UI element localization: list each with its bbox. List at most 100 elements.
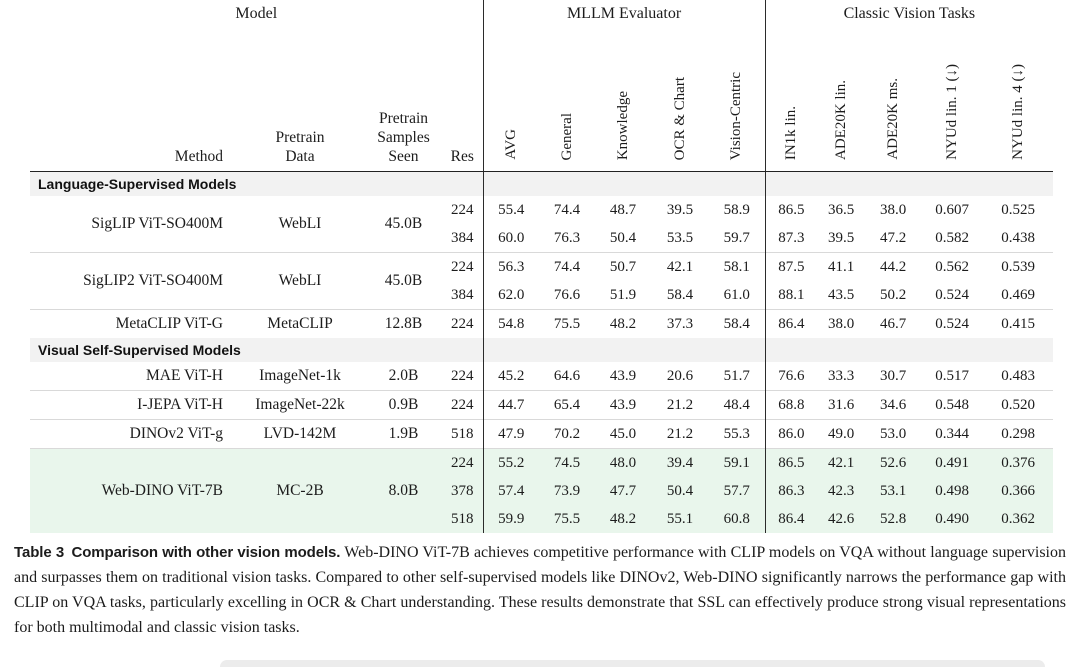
cell-pretrain-data: WebLI	[278, 215, 322, 232]
cell-method: SigLIP ViT-SO400M	[91, 215, 223, 232]
cell-value: 34.6	[865, 390, 922, 420]
table-caption: Table 3 Comparison with other vision mod…	[14, 540, 1066, 640]
cell-res: 518	[442, 505, 484, 533]
cell-value: 57.7	[709, 477, 766, 505]
cell-value: 0.562	[921, 252, 984, 281]
cell-value: 20.6	[666, 367, 694, 384]
cell-value: 60.0	[482, 224, 540, 253]
cell-value: 0.483	[1001, 367, 1035, 384]
table-row: I-JEPA ViT-H ImageNet-22k 0.9B 224 44.7 65.4 4…	[30, 390, 1054, 420]
cell-pretrain-data: ImageNet-22k	[235, 390, 365, 420]
cell-value: 68.8	[764, 390, 818, 420]
cell-samples-seen: 12.8B	[365, 309, 442, 338]
cell-samples-seen: 8.0B	[365, 448, 442, 533]
cell-value: 48.0	[595, 448, 652, 477]
col-header-res: Res	[442, 31, 484, 172]
rotated-column-label: Vision-Centric	[728, 71, 745, 160]
cell-value: 37.3	[651, 309, 710, 338]
section-header-row: Visual Self-Supervised Models	[30, 338, 1054, 362]
cell-value: 87.3	[764, 224, 818, 253]
cell-method: Web-DINO ViT-7B	[30, 448, 235, 533]
rotated-column-label: NYUd lin. 4 (↓)	[1009, 64, 1026, 160]
cell-value: 51.9	[609, 286, 637, 303]
cell-value: 42.1	[651, 252, 710, 281]
section-filler	[482, 338, 766, 362]
table-row: 384 62.0 76.6 51.9 58.4 61.0 88.1 43.5 50.2 0.524…	[30, 281, 1053, 310]
cell-value: 55.2	[482, 448, 540, 477]
cell-value: 0.498	[921, 477, 984, 505]
col-header-ocr-chart: OCR & Chart	[651, 31, 710, 172]
cell-value: 86.0	[764, 419, 818, 449]
cell-value: 75.5	[539, 505, 596, 533]
cell-value: 59.7	[723, 229, 750, 246]
cell-value: 21.2	[651, 419, 710, 449]
cell-value: 53.0	[865, 419, 922, 449]
col-header-pretrain-samples-seen: Pretrain Samples Seen	[365, 31, 442, 172]
cell-res: 378	[442, 477, 484, 505]
rotated-column-label: General	[558, 112, 575, 160]
cell-value: 50.7	[595, 252, 652, 281]
section-header-row: Language-Supervised Models	[30, 171, 1054, 196]
rotated-column-label: IN1k lin.	[782, 105, 799, 160]
cell-value: 0.491	[921, 448, 984, 477]
section-filler	[482, 171, 766, 196]
cell-value: 43.9	[595, 390, 652, 420]
cell-res: 224	[442, 390, 484, 420]
col-header-nyud-lin-4: NYUd lin. 4 (↓)	[983, 31, 1054, 172]
cell-value: 60.8	[709, 505, 766, 533]
cell-res: 384	[451, 229, 474, 246]
table-row: Web-DINO ViT-7B MC-2B 8.0B 224 55.2 74.5 48.0 3…	[30, 448, 1054, 533]
cell-value: 50.2	[879, 286, 907, 303]
col-header-knowledge: Knowledge	[595, 31, 652, 172]
cell-value: 51.7	[723, 367, 750, 384]
cell-value: 59.9	[482, 505, 540, 533]
cell-samples-seen: 0.9B	[365, 390, 442, 420]
cell-value: 39.5	[827, 229, 855, 246]
colgroup-mllm-evaluator: MLLM Evaluator	[482, 0, 766, 31]
col-header-in1k-lin: IN1k lin.	[764, 31, 818, 172]
cell-value: 36.5	[827, 201, 855, 218]
cell-value: 56.3	[482, 252, 540, 281]
cell-value: 58.9	[723, 201, 750, 218]
cell-value: 0.469	[1001, 286, 1035, 303]
cell-method: MetaCLIP ViT-G	[30, 309, 235, 338]
table-row: MAE ViT-H ImageNet-1k 2.0B 224 45.2 64.6 43.9 2…	[30, 362, 1053, 391]
cell-value: 53.5	[666, 229, 694, 246]
cell-value: 33.3	[827, 367, 855, 384]
cell-value: 55.3	[709, 419, 766, 449]
cell-pretrain-data: MetaCLIP	[235, 309, 365, 338]
cell-value: 58.4	[709, 309, 766, 338]
cell-value: 0.524	[935, 286, 969, 303]
cell-value: 58.1	[709, 252, 766, 281]
cell-value: 62.0	[482, 281, 540, 310]
cell-res: 224	[442, 309, 484, 338]
col-header-nyud-lin-1: NYUd lin. 1 (↓)	[921, 31, 984, 172]
cell-value: 0.517	[935, 367, 969, 384]
section-title: Language-Supervised Models	[30, 171, 484, 196]
cell-value: 53.1	[865, 477, 922, 505]
cropped-element-edge	[220, 660, 1045, 667]
cell-value: 52.6	[865, 448, 922, 477]
cell-value: 48.2	[595, 309, 652, 338]
cell-value: 47.9	[482, 419, 540, 449]
cell-value: 88.1	[764, 281, 818, 310]
table-row: 378 57.4 73.9 47.7 50.4 57.7 86.3 42.3 53.1 0.498…	[30, 477, 1054, 505]
cell-value: 73.9	[539, 477, 596, 505]
cell-samples-seen: 1.9B	[365, 419, 442, 449]
cell-value: 45.0	[595, 419, 652, 449]
col-header-vision-centric: Vision-Centric	[709, 31, 766, 172]
cell-value: 74.5	[539, 448, 596, 477]
cell-value: 0.607	[935, 201, 969, 218]
cell-value: 47.2	[879, 229, 907, 246]
cell-value: 75.5	[539, 309, 596, 338]
cell-value: 86.4	[764, 309, 818, 338]
cell-value: 0.298	[983, 419, 1054, 449]
cell-value: 48.2	[595, 505, 652, 533]
col-header-pretrain-data: Pretrain Data	[235, 31, 365, 172]
cell-value: 39.5	[666, 201, 694, 218]
rotated-column-label: OCR & Chart	[671, 76, 688, 160]
cell-value: 86.3	[764, 477, 818, 505]
cell-value: 55.4	[482, 196, 540, 224]
cell-value: 0.490	[921, 505, 984, 533]
cell-res: 224	[442, 448, 484, 477]
